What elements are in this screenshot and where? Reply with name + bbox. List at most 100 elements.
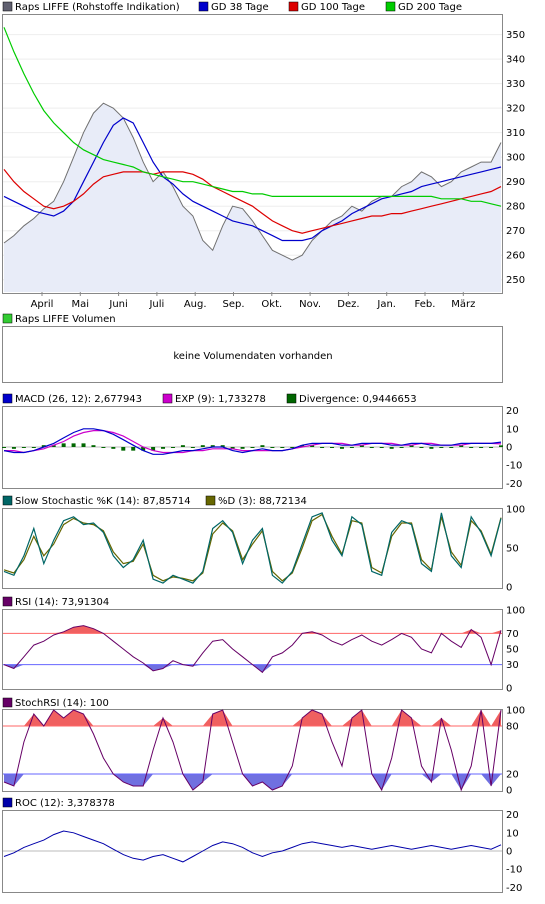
- price-ytick-label: 280: [506, 202, 525, 213]
- macd-ytick-label: 0: [506, 443, 512, 454]
- price-line: [3, 102, 502, 261]
- divergence-bar: [389, 447, 394, 449]
- divergence-bar: [131, 447, 136, 451]
- legend-swatch-gd38: [198, 1, 209, 12]
- price-ytick-label: 310: [506, 128, 525, 139]
- roc-ytick-label: -10: [506, 865, 522, 876]
- roc-ytick-label: 10: [506, 828, 519, 839]
- roc-legend: ROC (12): 3,378378: [2, 797, 115, 809]
- x-axis-month-label: Mai: [72, 299, 90, 310]
- divergence-bar: [280, 447, 285, 448]
- divergence-bar: [429, 447, 434, 449]
- gd200-line: [3, 27, 502, 207]
- x-axis-month-label: Dez.: [337, 299, 359, 310]
- stochrsi-line: [3, 709, 502, 792]
- price-ytick-label: 250: [506, 275, 525, 286]
- legend-swatch-gd200: [385, 1, 396, 12]
- price-area: [4, 103, 501, 292]
- divergence-bar: [439, 447, 444, 448]
- macd-line: [3, 428, 502, 455]
- stochrsi-ytick-label: 80: [506, 722, 519, 733]
- rsi-line: [3, 625, 502, 674]
- volume-panel-frame: [2, 326, 503, 383]
- divergence-bar: [210, 445, 215, 447]
- stochrsi-ytick-label: 100: [506, 706, 525, 717]
- divergence-bar: [31, 447, 36, 448]
- stochrsi-ytick-label: 20: [506, 770, 519, 781]
- x-axis-month-label: März: [451, 299, 475, 310]
- legend-label-gd200: GD 200 Tage: [398, 2, 462, 13]
- x-axis-month-label: Feb.: [415, 299, 436, 310]
- divergence-bar: [180, 445, 185, 447]
- divergence-bar: [61, 443, 66, 447]
- gd38-line: [3, 117, 502, 242]
- rsi-ytick-label: 100: [506, 606, 525, 617]
- divergence-bar: [51, 445, 56, 447]
- roc-ytick-label: -20: [506, 883, 522, 894]
- divergence-bar: [489, 447, 494, 448]
- divergence-bar: [151, 447, 156, 451]
- rsi-legend: RSI (14): 73,91304: [2, 596, 109, 608]
- stochrsi-overbought-area: [4, 710, 501, 726]
- x-axis-month-label: Juli: [148, 299, 164, 310]
- divergence-bar: [170, 447, 175, 448]
- divergence-bar: [290, 447, 295, 448]
- legend-label-volume: Raps LIFFE Volumen: [15, 314, 116, 325]
- legend-label-price: Raps LIFFE (Rohstoffe Indikation): [15, 2, 180, 13]
- macd-ytick-label: 20: [506, 406, 519, 417]
- x-axis-month-label: Jan.: [376, 299, 396, 310]
- divergence-bar: [111, 447, 116, 449]
- price-ytick-label: 320: [506, 104, 525, 115]
- divergence-bar: [320, 447, 325, 448]
- legend-swatch-divergence: [286, 393, 297, 404]
- divergence-bar: [91, 445, 96, 447]
- macd-legend: MACD (26, 12): 2,677943 EXP (9): 1,73327…: [2, 393, 417, 405]
- legend-label-roc: ROC (12): 3,378378: [15, 798, 115, 809]
- legend-label-stoch-k: Slow Stochastic %K (14): 87,85714: [15, 496, 191, 507]
- divergence-bar: [161, 447, 166, 449]
- legend-label-macd: MACD (26, 12): 2,677943: [15, 394, 142, 405]
- divergence-bar: [449, 447, 454, 448]
- legend-label-stochrsi: StochRSI (14): 100: [15, 698, 109, 709]
- divergence-bar: [250, 447, 255, 448]
- x-axis-month-label: Juni: [108, 299, 127, 310]
- legend-swatch-volume: [2, 313, 13, 324]
- macd-ytick-label: 10: [506, 424, 519, 435]
- divergence-bar: [41, 445, 46, 447]
- rsi-ytick-label: 70: [506, 629, 519, 640]
- legend-swatch-stochrsi: [2, 697, 13, 708]
- divergence-bar: [190, 447, 195, 448]
- roc-ytick-label: 20: [506, 810, 519, 821]
- legend-swatch-stoch-d: [205, 495, 216, 506]
- price-ytick-label: 340: [506, 55, 525, 66]
- macd-ytick-label: -20: [506, 479, 522, 490]
- stoch-k-line: [3, 512, 502, 584]
- price-legend: Raps LIFFE (Rohstoffe Indikation) GD 38 …: [2, 1, 462, 13]
- legend-label-stoch-d: %D (3): 88,72134: [218, 496, 307, 507]
- legend-swatch-roc: [2, 797, 13, 808]
- divergence-bar: [409, 445, 414, 447]
- volume-legend: Raps LIFFE Volumen: [2, 313, 116, 325]
- divergence-bar: [399, 447, 404, 448]
- stochrsi-ytick-label: 0: [506, 786, 512, 797]
- divergence-bar: [459, 445, 464, 447]
- legend-swatch-exp: [162, 393, 173, 404]
- legend-swatch-gd100: [288, 1, 299, 12]
- stoch-ytick-label: 100: [506, 505, 525, 516]
- macd-ytick-label: -10: [506, 461, 522, 472]
- legend-label-exp: EXP (9): 1,733278: [175, 394, 266, 405]
- roc-line: [3, 830, 502, 863]
- price-ytick-label: 260: [506, 251, 525, 262]
- divergence-bar: [310, 445, 315, 447]
- divergence-bar: [300, 445, 305, 447]
- x-axis-month-label: Okt.: [261, 299, 282, 310]
- roc-ytick-label: 0: [506, 847, 512, 858]
- divergence-bar: [369, 447, 374, 448]
- divergence-bar: [220, 445, 225, 447]
- divergence-bar: [469, 447, 474, 448]
- stochrsi-oversold-area: [4, 774, 501, 790]
- legend-label-rsi: RSI (14): 73,91304: [15, 597, 109, 608]
- legend-swatch-macd: [2, 393, 13, 404]
